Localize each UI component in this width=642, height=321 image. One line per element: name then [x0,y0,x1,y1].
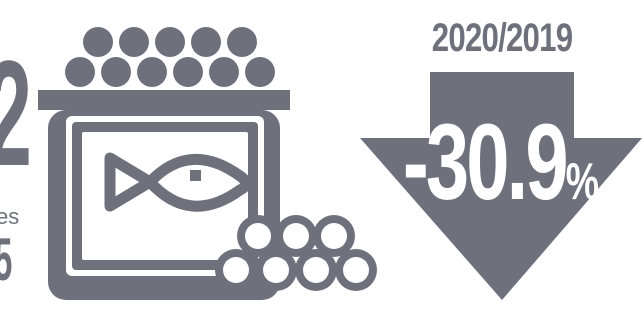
percent-change: -30.9% [399,108,602,216]
cropped-figure-top: 2 [0,38,32,188]
down-arrow-icon [360,72,642,300]
cropped-figure-bottom: 5 [0,230,12,290]
cropped-label: es [0,204,20,229]
percent-sign: % [565,153,600,211]
percent-change-value: -30.9 [402,101,569,222]
comparison-period: 2020/2019 [431,16,573,60]
